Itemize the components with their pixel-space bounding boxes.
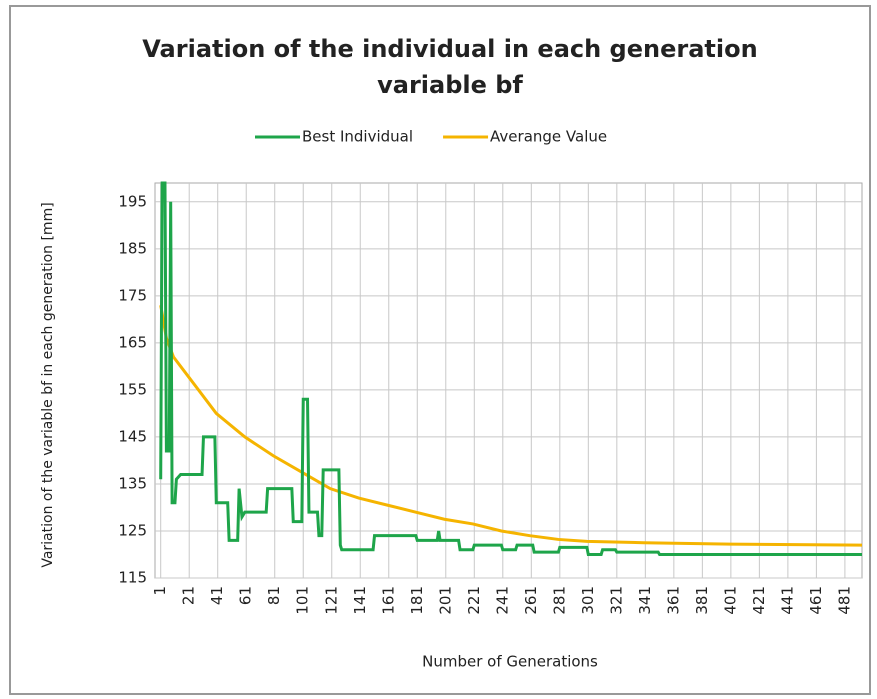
x-tick-label: 381 <box>693 586 711 615</box>
y-tick-label: 155 <box>118 380 147 398</box>
x-tick-label: 341 <box>636 586 654 615</box>
y-tick-label: 175 <box>118 286 147 304</box>
x-tick-label: 121 <box>322 586 340 615</box>
x-tick-label: 401 <box>721 586 739 615</box>
y-tick-label: 195 <box>118 192 147 210</box>
x-tick-label: 421 <box>750 586 768 615</box>
y-tick-label: 135 <box>118 474 147 492</box>
chart-title: Variation of the individual in each gene… <box>142 35 757 63</box>
x-tick-label: 201 <box>436 586 454 615</box>
legend-label: Averange Value <box>490 128 607 146</box>
y-tick-label: 115 <box>118 569 147 587</box>
x-tick-label: 161 <box>379 586 397 615</box>
x-tick-label: 361 <box>664 586 682 615</box>
x-tick-label: 261 <box>522 586 540 615</box>
x-tick-label: 181 <box>408 586 426 615</box>
x-tick-label: 21 <box>180 586 198 605</box>
x-tick-label: 281 <box>550 586 568 615</box>
x-tick-label: 441 <box>778 586 796 615</box>
y-tick-label: 165 <box>118 333 147 351</box>
x-axis-label: Number of Generations <box>422 653 598 671</box>
x-tick-label: 481 <box>835 586 853 615</box>
x-tick-label: 61 <box>237 586 255 605</box>
x-tick-label: 81 <box>265 586 283 605</box>
x-tick-label: 301 <box>579 586 597 615</box>
x-tick-label: 1 <box>151 586 169 596</box>
plot-area <box>154 182 863 579</box>
data-line <box>159 305 863 547</box>
x-tick-label: 141 <box>351 586 369 615</box>
data-line <box>159 181 862 556</box>
y-axis-label: Variation of the variable bf in each gen… <box>40 202 56 567</box>
legend-label: Best Individual <box>302 128 413 146</box>
x-tick-label: 221 <box>465 586 483 615</box>
y-tick-label: 125 <box>118 521 147 539</box>
x-tick-label: 41 <box>208 586 226 605</box>
x-tick-label: 241 <box>493 586 511 615</box>
x-tick-label: 461 <box>807 586 825 615</box>
chart-title: variable bf <box>377 71 523 99</box>
x-tick-label: 321 <box>607 586 625 615</box>
y-tick-label: 145 <box>118 427 147 445</box>
y-tick-label: 185 <box>118 239 147 257</box>
x-tick-label: 101 <box>294 586 312 615</box>
